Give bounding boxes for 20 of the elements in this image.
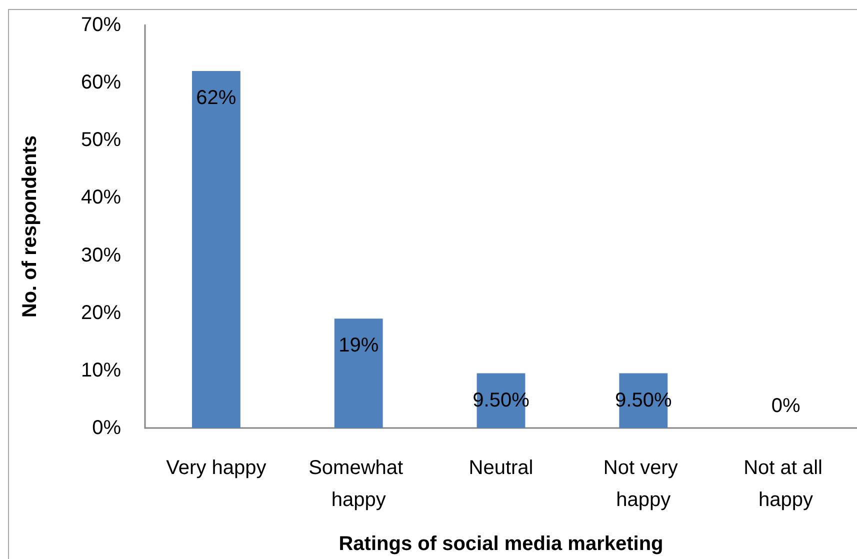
data-label: 0% [771,395,800,417]
y-tick-label: 50% [80,129,122,152]
x-tick-label: Neutral [468,457,534,479]
y-tick-label: 10% [80,359,122,382]
x-axis-title: Ratings of social media marketing [338,533,664,555]
y-tick-label: 30% [80,244,122,266]
data-label: 19% [338,334,379,357]
y-tick-label: 40% [80,186,122,209]
y-axis-title: No. of respondents [19,135,41,318]
y-tick-label: 0% [92,417,122,439]
data-label: 62% [196,87,236,110]
y-tick-label: 60% [80,72,122,94]
x-tick-label: Very happy [166,457,266,479]
x-tick-label: Not at all happy [744,457,828,511]
y-tick-label: 20% [80,302,122,324]
bar [192,71,240,428]
y-tick-label: 70% [80,14,122,36]
x-tick-label: Somewhat happy [308,457,409,511]
bar [334,318,383,428]
x-tick-label: Not very happy [603,457,684,511]
